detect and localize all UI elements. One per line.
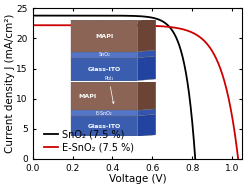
X-axis label: Voltage (V): Voltage (V) [109,174,166,184]
Y-axis label: Current density J (mA/cm²): Current density J (mA/cm²) [5,14,15,153]
Legend: SnO₂ (7.5 %), E-SnO₂ (7.5 %): SnO₂ (7.5 %), E-SnO₂ (7.5 %) [42,128,136,154]
